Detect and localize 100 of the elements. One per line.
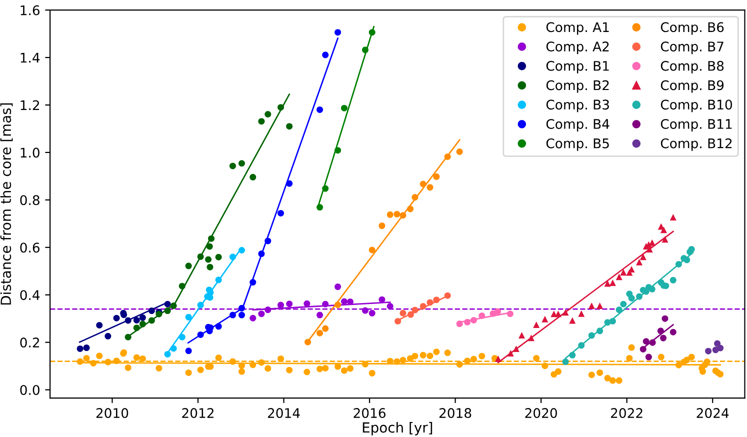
point — [670, 276, 676, 284]
point — [420, 303, 426, 310]
point — [334, 147, 342, 154]
point — [378, 222, 386, 230]
point — [636, 258, 643, 266]
point — [649, 339, 656, 346]
point — [407, 311, 414, 318]
point — [133, 317, 140, 324]
legend-label: Comp. B10 — [660, 100, 732, 112]
point — [464, 318, 471, 326]
y-tick-label: 0.2 — [20, 338, 40, 348]
point — [139, 320, 146, 328]
point — [412, 306, 418, 314]
point — [124, 317, 132, 324]
point — [229, 312, 236, 318]
point — [444, 292, 451, 299]
legend-label: Comp. B6 — [660, 22, 724, 35]
point — [362, 46, 368, 54]
point — [250, 279, 256, 286]
point — [588, 332, 595, 339]
point — [238, 160, 245, 167]
point — [207, 289, 214, 296]
point — [609, 280, 616, 286]
legend-label: Comp. B7 — [660, 42, 724, 54]
point — [206, 243, 213, 250]
point — [636, 293, 643, 300]
x-tick-label: 2014 — [268, 408, 300, 418]
point — [378, 296, 386, 303]
point — [322, 325, 329, 332]
legend-label: Comp. A1 — [546, 22, 609, 35]
point — [620, 269, 627, 276]
point — [334, 284, 342, 290]
point — [170, 302, 177, 310]
point — [662, 236, 668, 243]
x-tick-label: 2012 — [182, 408, 214, 418]
point — [76, 345, 84, 352]
y-axis-title: Distance from the core [mas] — [0, 103, 13, 305]
point — [322, 52, 329, 58]
point — [178, 334, 186, 340]
legend-label: Comp. B1 — [546, 60, 609, 74]
point — [104, 332, 112, 340]
point — [215, 254, 222, 260]
point — [620, 300, 627, 308]
point — [205, 256, 212, 263]
point — [164, 350, 171, 358]
legend-label: Comp. B3 — [546, 100, 609, 112]
point — [340, 104, 348, 112]
point — [588, 302, 595, 310]
legend-label: Comp. B2 — [546, 80, 609, 93]
point — [569, 352, 576, 358]
point — [386, 211, 394, 218]
point — [229, 254, 236, 260]
point — [670, 328, 676, 336]
y-tick-label: 1.2 — [20, 100, 40, 110]
point — [554, 310, 562, 318]
point — [316, 312, 324, 318]
point — [533, 322, 540, 328]
point — [660, 226, 667, 234]
point — [185, 348, 192, 354]
point — [456, 148, 463, 155]
point — [506, 310, 514, 318]
point — [368, 310, 376, 316]
point — [206, 264, 214, 270]
point — [542, 316, 548, 322]
x-tick-label: 2024 — [696, 408, 729, 418]
point — [662, 315, 668, 322]
point — [215, 276, 222, 284]
x-tick-label: 2016 — [354, 408, 386, 418]
point — [113, 314, 120, 322]
point — [148, 317, 155, 324]
y-tick-label: 1.4 — [20, 52, 40, 63]
point — [334, 302, 342, 308]
point — [304, 338, 312, 346]
x-tick-label: 2010 — [96, 408, 128, 418]
point — [286, 300, 293, 308]
point — [386, 303, 394, 310]
point — [258, 118, 265, 125]
point — [628, 294, 635, 302]
point — [170, 345, 177, 352]
y-tick-label: 0.6 — [20, 242, 40, 253]
point — [675, 260, 682, 268]
point — [616, 274, 622, 280]
point — [596, 328, 604, 334]
legend-label: Comp. B12 — [660, 138, 732, 151]
point — [400, 310, 406, 316]
x-tick-label: 2018 — [439, 408, 472, 418]
point — [185, 314, 192, 320]
point — [717, 344, 724, 352]
legend-label: Comp. B4 — [546, 118, 610, 132]
point — [444, 153, 451, 160]
point — [569, 317, 576, 324]
point — [278, 302, 284, 308]
point — [596, 302, 604, 310]
point — [705, 348, 712, 354]
point — [688, 246, 695, 253]
point — [640, 346, 646, 352]
point — [133, 324, 140, 332]
point — [278, 104, 284, 111]
point — [258, 310, 265, 318]
point — [322, 300, 329, 308]
